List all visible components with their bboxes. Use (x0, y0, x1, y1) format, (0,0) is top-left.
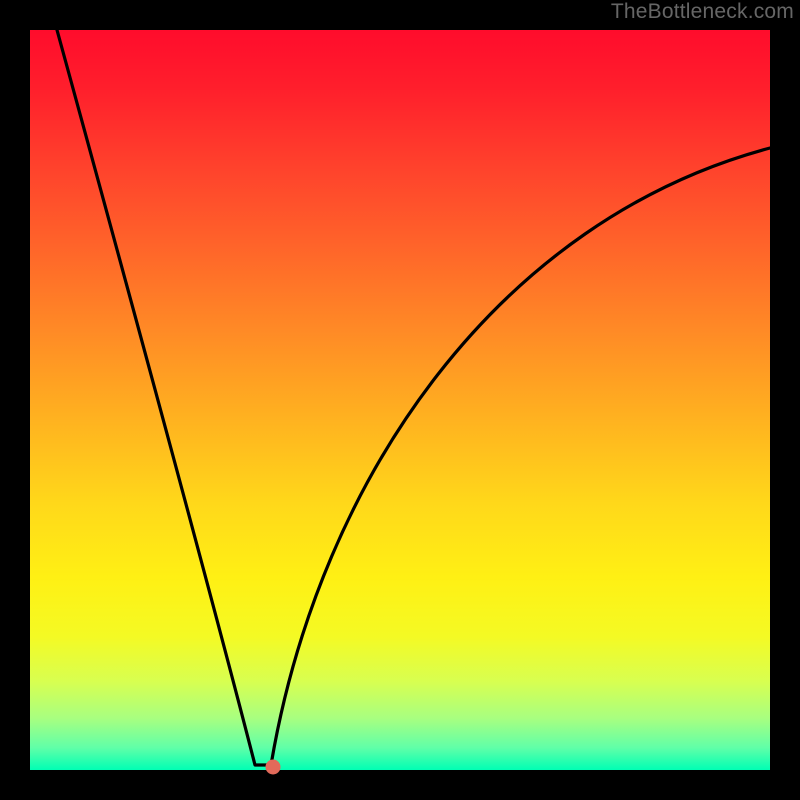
optimum-marker (266, 760, 281, 775)
bottleneck-chart (0, 0, 800, 800)
watermark-text: TheBottleneck.com (611, 0, 794, 24)
plot-background (30, 30, 770, 770)
chart-container: TheBottleneck.com (0, 0, 800, 800)
